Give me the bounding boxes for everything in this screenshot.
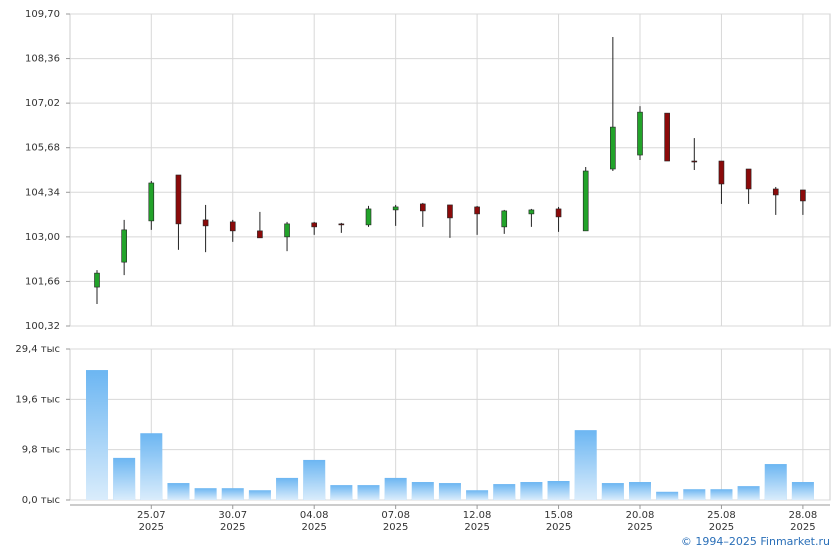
candle-body — [637, 111, 643, 156]
candle-body — [528, 209, 535, 215]
y-tick-label: 100,32 — [25, 321, 60, 332]
y-tick-label: 101,66 — [25, 276, 60, 287]
y-tick-label: 9,8 тыс — [22, 445, 60, 456]
x-tick-label: 04.08 — [300, 510, 329, 521]
candle-body — [582, 170, 589, 232]
volume-bar-shade — [466, 490, 489, 500]
x-tick-label: 20.08 — [626, 510, 655, 521]
footer: © 1994–2025 Finmarket.ru — [681, 535, 830, 548]
volume-bar-shade — [574, 430, 597, 500]
candle-body — [772, 188, 779, 196]
candle-body — [311, 222, 318, 228]
volume-bar-shade — [276, 477, 299, 500]
x-tick-year: 2025 — [546, 522, 571, 533]
candle-body — [800, 189, 806, 202]
volume-bar-shade — [221, 488, 244, 500]
candle-body — [94, 272, 100, 288]
volume-bar-shade — [113, 457, 136, 500]
candle-body — [718, 160, 725, 185]
volume-bar-shade — [520, 482, 543, 500]
x-tick-year: 2025 — [139, 522, 164, 533]
x-tick-year: 2025 — [301, 522, 326, 533]
volume-bar-shade — [194, 488, 217, 500]
volume-bar-shade — [303, 459, 326, 500]
candle-body — [338, 223, 345, 226]
x-tick-label: 15.08 — [544, 510, 573, 521]
x-tick-year: 2025 — [627, 522, 652, 533]
volume-bar-shade — [710, 489, 733, 500]
candle-body — [148, 182, 155, 222]
x-tick-year: 2025 — [464, 522, 489, 533]
candle-body — [474, 206, 480, 215]
volume-bar-shade — [384, 477, 407, 500]
volume-bar-shade — [438, 483, 461, 500]
volume-bar-shade — [737, 486, 760, 500]
volume-bar-shade — [411, 482, 434, 500]
y-tick-label: 103,00 — [25, 232, 60, 243]
candle-body — [664, 112, 670, 162]
y-tick-label: 29,4 тыс — [15, 344, 60, 355]
candle-body — [555, 208, 562, 218]
volume-bar-shade — [683, 489, 706, 500]
x-tick-year: 2025 — [709, 522, 734, 533]
volume-bar-shade — [140, 433, 163, 500]
x-tick-label: 30.07 — [218, 510, 247, 521]
volume-bar-shade — [357, 485, 380, 500]
volume-bar-shade — [656, 491, 679, 500]
candle-body — [121, 229, 127, 263]
volume-bar-shade — [330, 485, 353, 500]
candle-body — [419, 203, 426, 212]
volume-bar-shade — [547, 480, 570, 500]
volume-bar-shade — [791, 482, 814, 500]
candle-body — [229, 221, 236, 232]
volume-bar-shade — [248, 490, 271, 500]
volume-bar-shade — [629, 482, 651, 500]
candle-body — [610, 126, 616, 170]
y-tick-label: 104,34 — [25, 187, 60, 198]
candle-body — [202, 219, 209, 227]
y-tick-label: 19,6 тыс — [15, 394, 60, 405]
y-tick-label: 0,0 тыс — [22, 495, 60, 506]
volume-bar-shade — [764, 464, 787, 500]
y-tick-label: 108,36 — [25, 54, 60, 65]
y-tick-label: 109,70 — [25, 9, 60, 20]
candle-body — [257, 230, 263, 239]
candle-body — [691, 160, 698, 163]
candle-body — [447, 204, 453, 219]
candle-body — [501, 210, 508, 228]
volume-bar-shade — [493, 484, 516, 500]
candle-body — [745, 168, 752, 190]
x-tick-label: 25.07 — [137, 510, 166, 521]
candle-body — [175, 174, 182, 225]
x-tick-label: 12.08 — [463, 510, 492, 521]
y-tick-label: 107,02 — [25, 98, 60, 109]
candle-body — [284, 223, 290, 238]
y-tick-label: 105,68 — [25, 143, 60, 154]
volume-panel — [69, 348, 831, 501]
x-tick-label: 25.08 — [707, 510, 736, 521]
x-tick-year: 2025 — [220, 522, 245, 533]
volume-bar-shade — [601, 483, 624, 500]
x-tick-year: 2025 — [383, 522, 408, 533]
candle-body — [365, 208, 372, 226]
volume-bar-shade — [86, 370, 108, 500]
x-tick-label: 28.08 — [789, 510, 818, 521]
x-tick-year: 2025 — [790, 522, 815, 533]
candle-body — [392, 206, 399, 211]
x-tick-label: 07.08 — [381, 510, 410, 521]
price-panel — [69, 13, 831, 327]
volume-bar-shade — [167, 483, 190, 500]
